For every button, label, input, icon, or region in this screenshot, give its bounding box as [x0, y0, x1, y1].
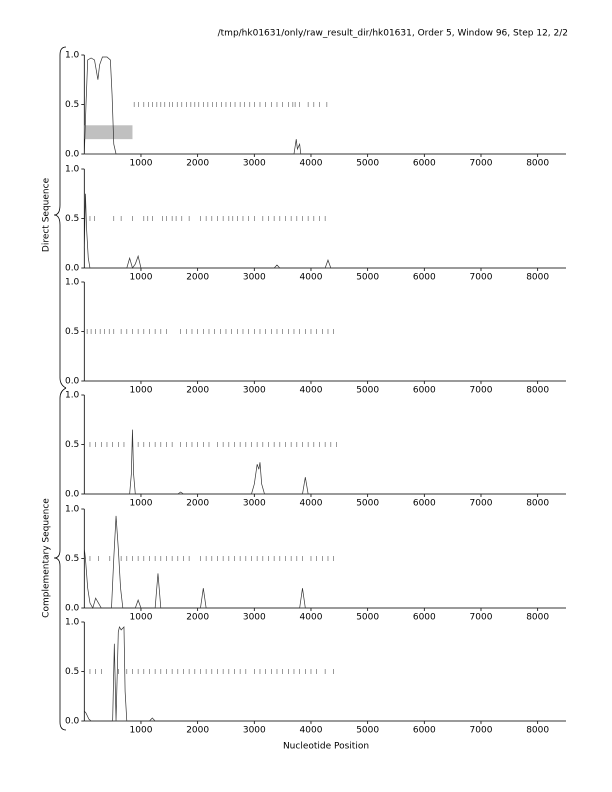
y-tick-label: 0.0: [65, 150, 80, 160]
x-tick-label: 5000: [356, 159, 379, 169]
x-tick-label: 6000: [413, 159, 436, 169]
x-tick-label: 1000: [130, 159, 153, 169]
x-tick-label: 8000: [526, 613, 549, 623]
x-tick-label: 2000: [186, 159, 209, 169]
x-tick-label: 5000: [356, 273, 379, 283]
x-tick-label: 6000: [413, 613, 436, 623]
x-tick-label: 4000: [300, 273, 323, 283]
x-tick-label: 7000: [470, 159, 493, 169]
x-tick-label: 3000: [243, 499, 266, 509]
x-tick-label: 1000: [130, 273, 153, 283]
x-tick-label: 8000: [526, 273, 549, 283]
x-tick-label: 7000: [470, 386, 493, 396]
x-tick-label: 5000: [356, 499, 379, 509]
y-tick-label: 0.0: [65, 264, 80, 274]
x-tick-label: 8000: [526, 159, 549, 169]
y-tick-label: 0.5: [65, 667, 79, 677]
highlight-region: [84, 125, 133, 140]
x-tick-label: 5000: [356, 386, 379, 396]
x-tick-label: 3000: [243, 386, 266, 396]
x-tick-label: 2000: [186, 499, 209, 509]
x-tick-label: 1000: [130, 386, 153, 396]
x-axis-label: Nucleotide Position: [283, 742, 369, 752]
x-tick-label: 5000: [356, 726, 379, 736]
x-tick-label: 6000: [413, 499, 436, 509]
x-tick-label: 6000: [413, 386, 436, 396]
x-tick-label: 8000: [526, 726, 549, 736]
x-tick-label: 1000: [130, 499, 153, 509]
y-tick-label: 0.5: [65, 327, 79, 337]
x-tick-label: 2000: [186, 726, 209, 736]
group-label: Direct Sequence: [42, 177, 52, 252]
y-tick-label: 1.0: [65, 51, 80, 61]
x-tick-label: 6000: [413, 273, 436, 283]
trace-line: [84, 626, 566, 722]
x-tick-label: 4000: [300, 386, 323, 396]
trace-line: [84, 429, 566, 495]
x-tick-label: 4000: [300, 499, 323, 509]
x-tick-label: 7000: [470, 613, 493, 623]
x-tick-label: 4000: [300, 613, 323, 623]
x-tick-label: 3000: [243, 273, 266, 283]
group-brace: [53, 46, 67, 389]
y-tick-label: 0.0: [65, 490, 80, 500]
x-tick-label: 3000: [243, 726, 266, 736]
group-label: Complementary Sequence: [42, 498, 52, 618]
x-tick-label: 7000: [470, 726, 493, 736]
y-tick-label: 0.0: [65, 717, 80, 727]
x-tick-label: 6000: [413, 726, 436, 736]
x-tick-label: 1000: [130, 726, 153, 736]
trace-line: [83, 515, 566, 609]
y-tick-label: 0.0: [65, 377, 80, 387]
x-tick-label: 3000: [243, 159, 266, 169]
trace-line: [83, 56, 566, 155]
x-tick-label: 2000: [186, 613, 209, 623]
y-tick-label: 1.0: [65, 165, 80, 175]
x-tick-label: 7000: [470, 499, 493, 509]
trace-line: [83, 193, 566, 269]
y-tick-label: 0.5: [65, 440, 79, 450]
y-tick-label: 1.0: [65, 391, 80, 401]
x-tick-label: 2000: [186, 273, 209, 283]
y-tick-label: 0.5: [65, 214, 79, 224]
group-brace: [53, 387, 67, 731]
x-tick-label: 1000: [130, 613, 153, 623]
y-tick-label: 1.0: [65, 505, 80, 515]
x-tick-label: 8000: [526, 499, 549, 509]
y-tick-label: 0.0: [65, 604, 80, 614]
x-tick-label: 3000: [243, 613, 266, 623]
y-tick-label: 1.0: [65, 618, 80, 628]
x-tick-label: 5000: [356, 613, 379, 623]
y-tick-label: 0.5: [65, 100, 79, 110]
x-tick-label: 4000: [300, 159, 323, 169]
x-tick-label: 8000: [526, 386, 549, 396]
x-tick-label: 4000: [300, 726, 323, 736]
figure-title: /tmp/hk01631/only/raw_result_dir/hk01631…: [218, 29, 568, 39]
x-tick-label: 2000: [186, 386, 209, 396]
x-tick-label: 7000: [470, 273, 493, 283]
y-tick-label: 1.0: [65, 278, 80, 288]
y-tick-label: 0.5: [65, 554, 79, 564]
